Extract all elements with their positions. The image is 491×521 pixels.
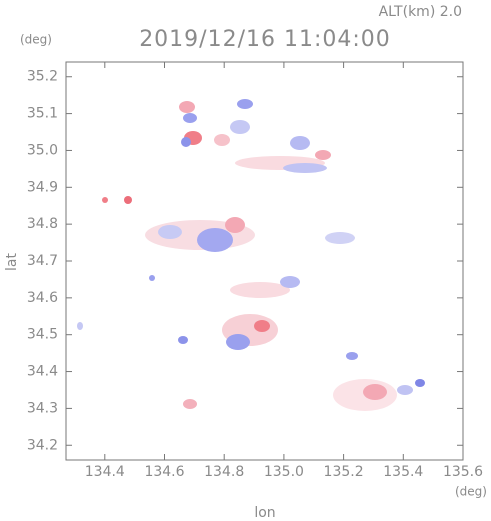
title: 2019/12/16 11:04:00 [139,27,391,52]
echo [77,322,83,330]
y-tick-label: 34.3 [27,400,58,416]
echo [183,399,197,409]
echo [290,136,310,150]
echo [397,385,413,395]
x-tick-label: 134.6 [144,464,184,480]
echo [158,225,182,239]
x-tick-label: 134.8 [204,464,244,480]
echo [230,120,250,134]
y-tick-label: 34.6 [27,290,58,306]
plot-frame [65,61,464,461]
echo [149,275,155,281]
echo [315,150,331,160]
echo [179,101,195,113]
y-tick-label: 34.9 [27,179,58,195]
echo [178,336,188,344]
y-unit: (deg) [20,33,52,47]
echo [226,334,250,350]
y-tick-label: 34.4 [27,364,58,380]
x-tick-label: 135.4 [383,464,423,480]
y-tick-label: 34.8 [27,216,58,232]
x-tick-label: 134.4 [85,464,125,480]
x-label: lon [254,505,275,521]
echo [225,217,245,233]
echo [230,282,290,298]
y-tick-label: 34.2 [27,437,58,453]
echo [325,232,355,244]
echo [237,99,253,109]
altitude: ALT(km) 2.0 [379,4,462,20]
echo [214,134,230,146]
echo [363,384,387,400]
echoes [77,99,425,411]
echo [346,352,358,360]
x-unit: (deg) [455,485,487,499]
echo [254,320,270,332]
echo [283,163,327,173]
echo [197,228,233,252]
x-tick-label: 135.0 [264,464,304,480]
y-tick-label: 35.0 [27,142,58,158]
echo [102,197,108,203]
x-tick-label: 135.6 [443,464,483,480]
echo [181,137,191,147]
echo [280,276,300,288]
y-tick-label: 34.7 [27,253,58,269]
echo [415,379,425,387]
echo [124,196,132,204]
y-tick-label: 35.2 [27,69,58,85]
x-tick-label: 135.2 [324,464,364,480]
echo [183,113,197,123]
y-tick-label: 35.1 [27,106,58,122]
y-label: lat [4,253,20,271]
y-tick-label: 34.5 [27,327,58,343]
